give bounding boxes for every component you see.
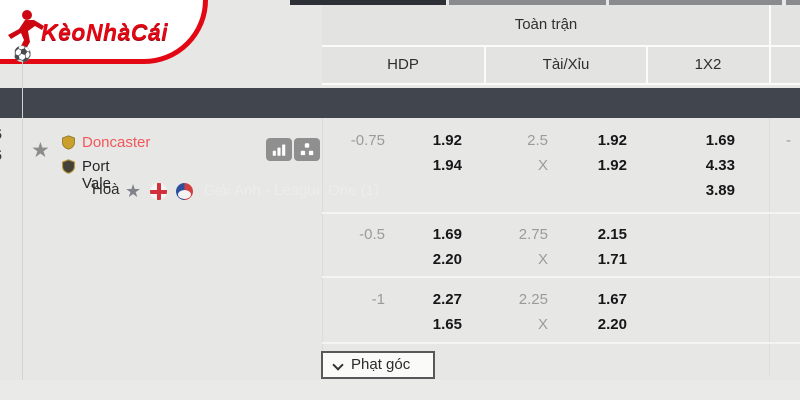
over-under-line: 2.75 X [466,222,548,272]
footer-strip [0,380,800,400]
football-player-icon [8,10,44,56]
tab-strip-segment[interactable] [449,0,606,5]
divider [322,118,323,375]
odds-value[interactable]: 1.92 [597,132,627,149]
brand-logo-panel[interactable]: KèoNhàCái ⚽ [0,0,208,64]
away-team-name[interactable]: Port Vale [82,158,111,192]
ou-line-x: X [537,316,548,333]
hdp-odds[interactable]: 1.92 1.94 [377,128,462,178]
stats-chart-button[interactable] [266,138,292,161]
ou-line-x: X [537,157,548,174]
odds-value[interactable]: 3.89 [705,182,735,199]
clipped-digit: 5 [0,124,9,145]
bar-chart-icon [272,144,286,156]
odds-value[interactable]: 2.20 [432,251,462,268]
ou-line-x: X [537,251,548,268]
odds-value[interactable]: 1.69 [432,226,462,243]
odds-value[interactable]: 1.92 [432,132,462,149]
ou-line-value: 2.75 [518,226,548,243]
header-col-hdp: HDP [387,56,419,73]
league-favorite-star-icon[interactable]: ★ [125,181,142,201]
lineup-button[interactable] [294,138,320,161]
divider [322,83,800,85]
row-separator [322,342,800,344]
odds-value[interactable]: 2.27 [432,291,462,308]
ou-line-value: 2.5 [527,132,548,149]
hdp-line-value: -0.5 [359,226,385,243]
formation-icon [300,143,314,156]
tab-strip-active[interactable] [290,0,446,5]
chevron-down-icon [332,359,344,371]
home-team-crest-icon [62,135,75,150]
header-col-1x2: 1X2 [694,56,722,73]
odds-value[interactable]: 4.33 [705,157,735,174]
corner-kicks-button[interactable]: Phạt góc [321,351,435,379]
home-team-name[interactable]: Doncaster [82,134,151,151]
tab-strip-segment[interactable] [609,0,782,5]
england-flag-icon [150,183,167,200]
divider [484,45,486,84]
over-under-odds[interactable]: 1.92 1.92 [542,128,627,178]
divider [22,62,23,398]
row-separator [322,276,800,278]
over-under-line: 2.25 X [466,287,548,337]
header-group-full-match: Toàn trận [514,16,578,33]
hdp-line-value: -1 [371,291,385,308]
clipped-odds-column: - [786,132,791,149]
draw-label: Hoà [92,181,120,198]
odds-header-background [322,5,800,84]
clipped-time-column: 5 5 [0,124,9,168]
odds-value[interactable]: 2.20 [597,316,627,333]
tab-strip-segment[interactable] [786,0,800,5]
odds-value[interactable]: 1.94 [432,157,462,174]
divider [646,45,648,84]
hdp-odds[interactable]: 2.27 1.65 [377,287,462,337]
divider [322,45,800,47]
clipped-digit: 5 [0,145,9,166]
hdp-line: -0.75 [300,128,385,153]
league-title[interactable]: Giải Anh - League One (1) [204,182,380,199]
1x2-odds[interactable]: 1.69 4.33 3.89 [650,128,735,203]
divider [769,118,770,375]
odds-value[interactable]: 1.65 [432,316,462,333]
corner-kicks-label: Phạt góc [351,356,411,373]
odds-value[interactable]: 1.71 [597,251,627,268]
row-separator [322,212,800,214]
ou-line-value: 2.25 [518,291,548,308]
league-logo-icon [176,183,193,200]
hdp-line-value: -0.75 [350,132,385,149]
hdp-odds[interactable]: 1.69 2.20 [377,222,462,272]
hdp-line: -1 [300,287,385,312]
odds-value[interactable]: 2.15 [597,226,627,243]
brand-logo-text: KèoNhàCái [41,19,169,45]
over-under-odds[interactable]: 2.15 1.71 [542,222,627,272]
over-under-line: 2.5 X [466,128,548,178]
soccer-ball-icon: ⚽ [13,46,32,63]
divider [769,5,771,84]
hdp-line: -0.5 [300,222,385,247]
odds-value[interactable]: 1.92 [597,157,627,174]
odds-value[interactable]: 1.69 [705,132,735,149]
header-col-over-under: Tài/Xỉu [542,56,590,73]
league-bar: ★ Giải Anh - League One (1) [0,88,800,201]
over-under-odds[interactable]: 1.67 2.20 [542,287,627,337]
match-favorite-star-icon[interactable]: ★ [31,139,50,162]
odds-value[interactable]: 1.67 [597,291,627,308]
away-team-crest-icon [61,159,76,174]
